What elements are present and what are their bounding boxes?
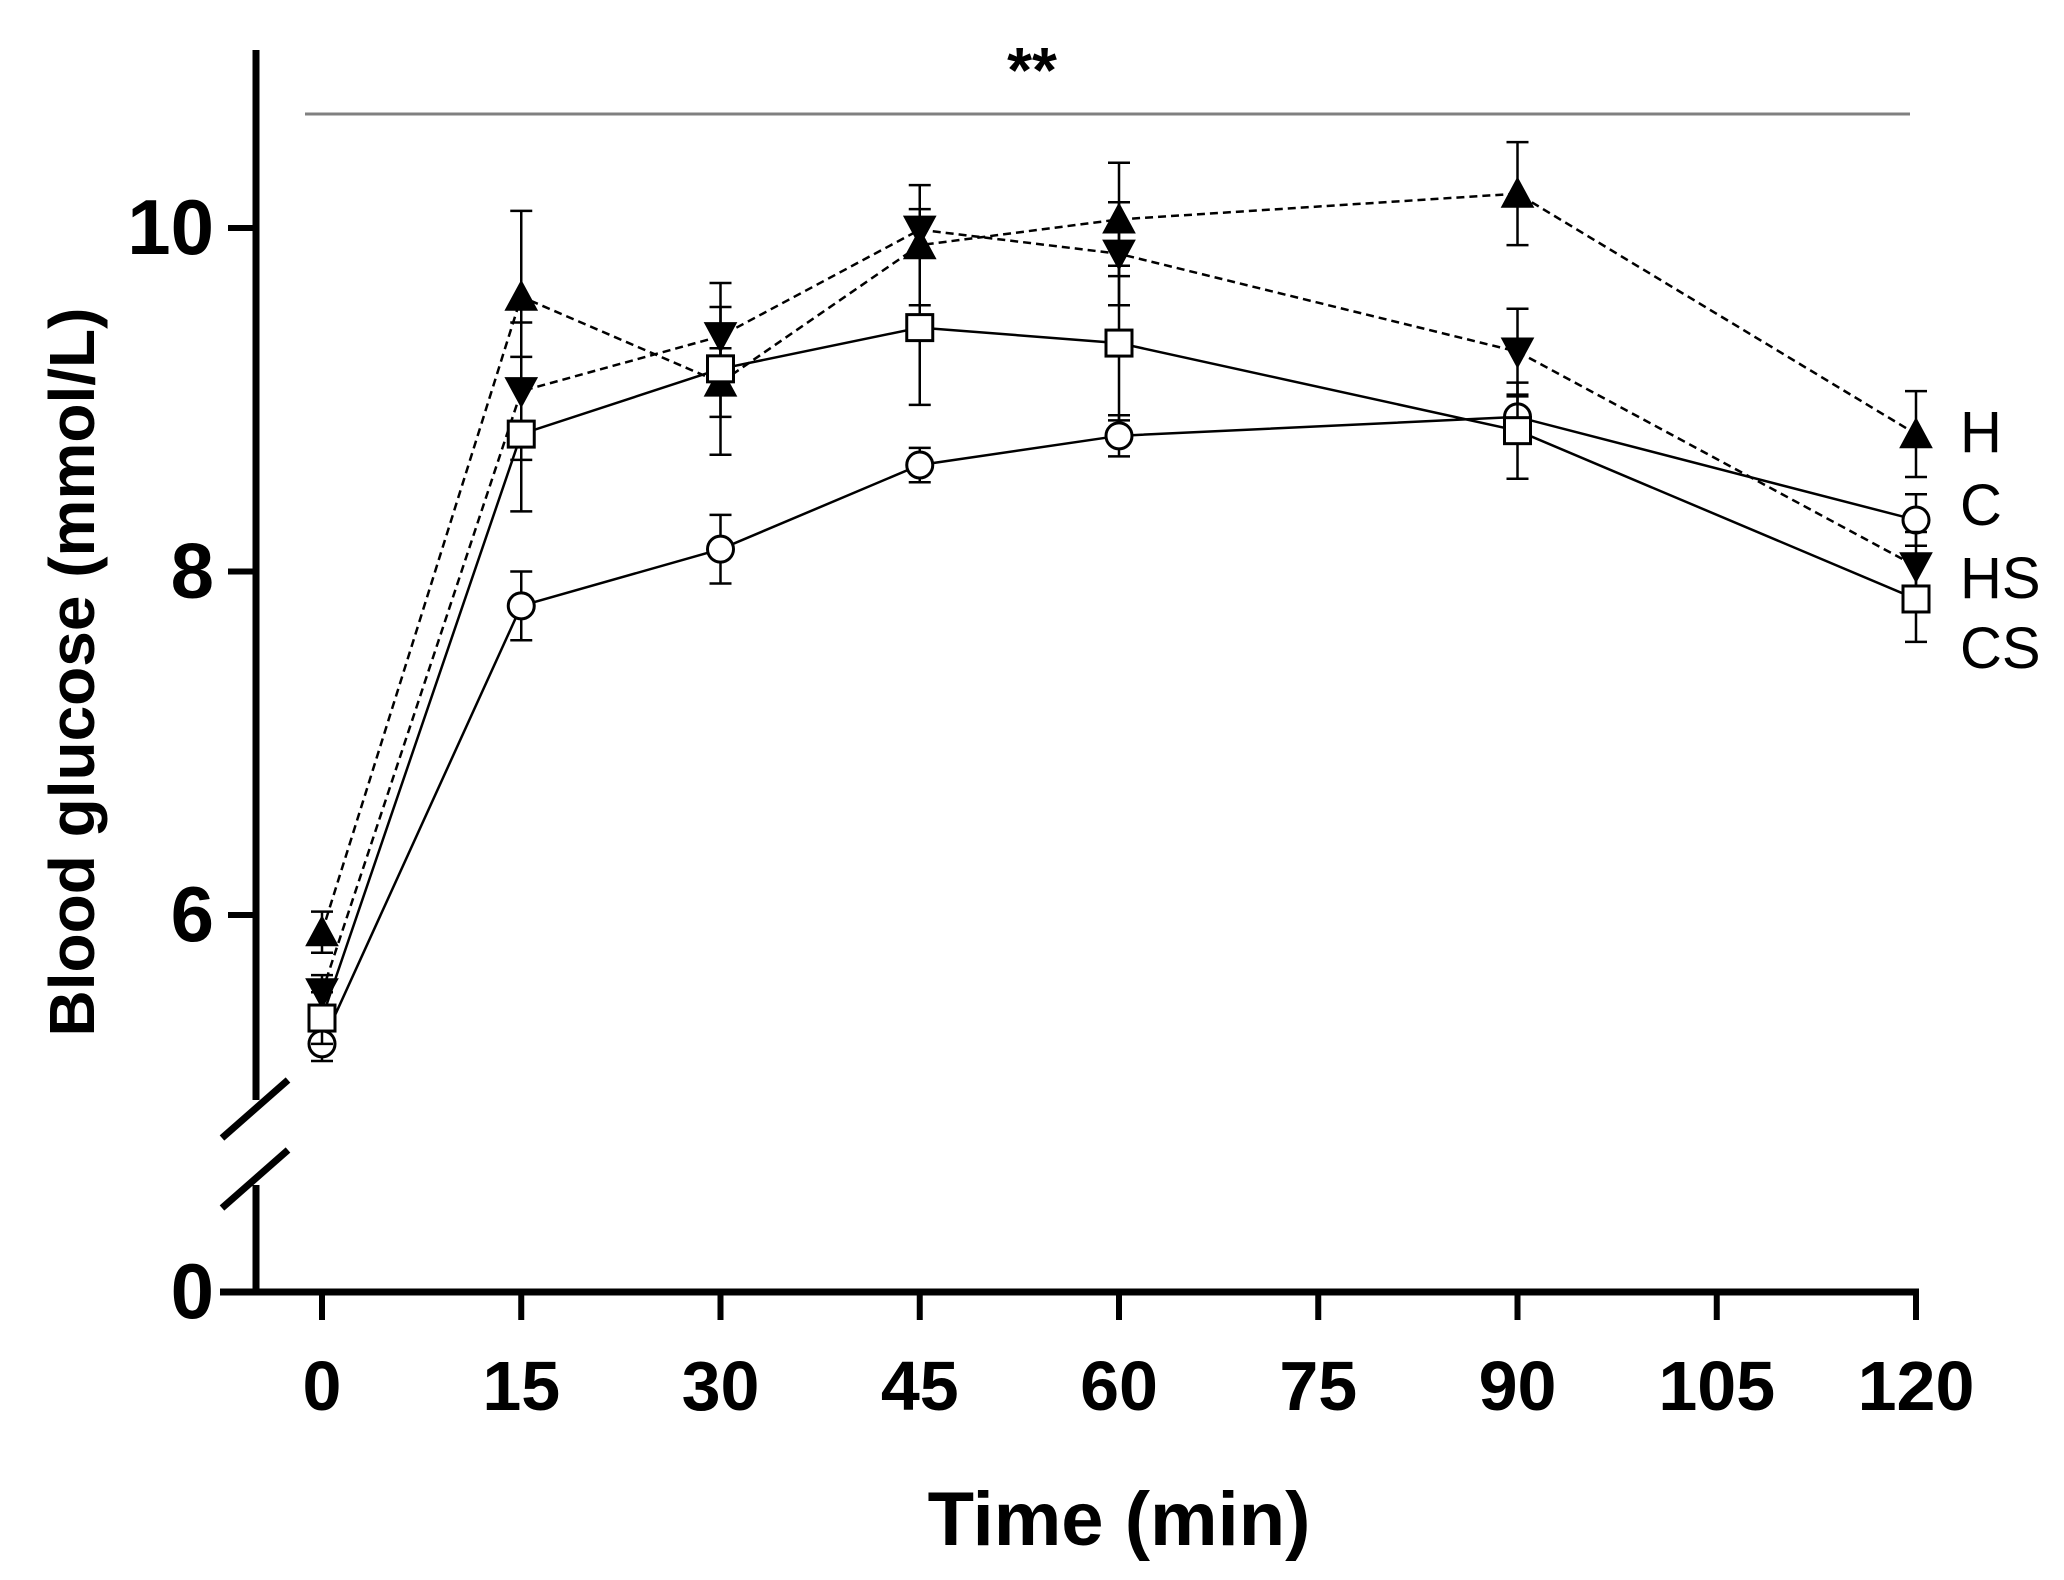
x-axis-title: Time (min) (928, 1477, 1311, 1562)
y-axis-title: Blood glucose (mmol/L) (36, 308, 108, 1037)
y-axis-break-mark (219, 1147, 291, 1211)
legend-label-hs: HS (1960, 546, 2041, 611)
data-point (706, 534, 735, 564)
significance-label: ** (1007, 34, 1057, 106)
significance-group: ** (305, 34, 1910, 116)
data-point (506, 419, 536, 449)
legend-label-c: C (1960, 473, 2002, 538)
x-tick-label: 15 (482, 1347, 560, 1425)
x-tick-label: 45 (881, 1347, 959, 1425)
x-tick-label: 60 (1080, 1347, 1158, 1425)
data-point (1899, 417, 1933, 449)
markers-cs (307, 313, 1931, 1033)
data-point (307, 1003, 337, 1033)
y-tick-label: 0 (171, 1247, 214, 1335)
legend-label-cs: CS (1960, 616, 2041, 681)
x-tick-label: 120 (1858, 1347, 1975, 1425)
axes: 0 15 30 45 60 75 90 105 120 0 6 8 10 (127, 50, 1974, 1425)
y-axis-break-mark (219, 1077, 291, 1141)
data-point (1901, 584, 1931, 614)
data-point (1500, 337, 1535, 369)
data-point (905, 450, 935, 480)
data-point (1500, 176, 1535, 208)
series-c (307, 395, 1931, 1063)
data-point (902, 215, 937, 247)
data-point (1104, 328, 1134, 358)
y-tick-label: 10 (127, 183, 214, 271)
data-point (1503, 416, 1532, 446)
x-tick-label: 105 (1658, 1347, 1775, 1425)
x-tick-label: 75 (1279, 1347, 1357, 1425)
y-tick-label: 8 (171, 527, 214, 615)
data-point (506, 591, 536, 621)
series-line (320, 415, 1917, 1045)
y-tick-label: 6 (171, 870, 214, 958)
x-tick-label: 90 (1479, 1347, 1557, 1425)
x-tick-label: 0 (303, 1347, 342, 1425)
series-cs (307, 249, 1931, 1046)
data-point (1901, 505, 1931, 535)
data-point (305, 915, 339, 947)
data-point (905, 313, 935, 343)
x-tick-label: 30 (682, 1347, 760, 1425)
series-layer (305, 140, 1933, 1063)
data-point (1102, 239, 1136, 271)
legend-label-h: H (1960, 400, 2002, 465)
data-point (504, 279, 539, 311)
data-point (1104, 421, 1134, 451)
data-point (706, 354, 735, 384)
